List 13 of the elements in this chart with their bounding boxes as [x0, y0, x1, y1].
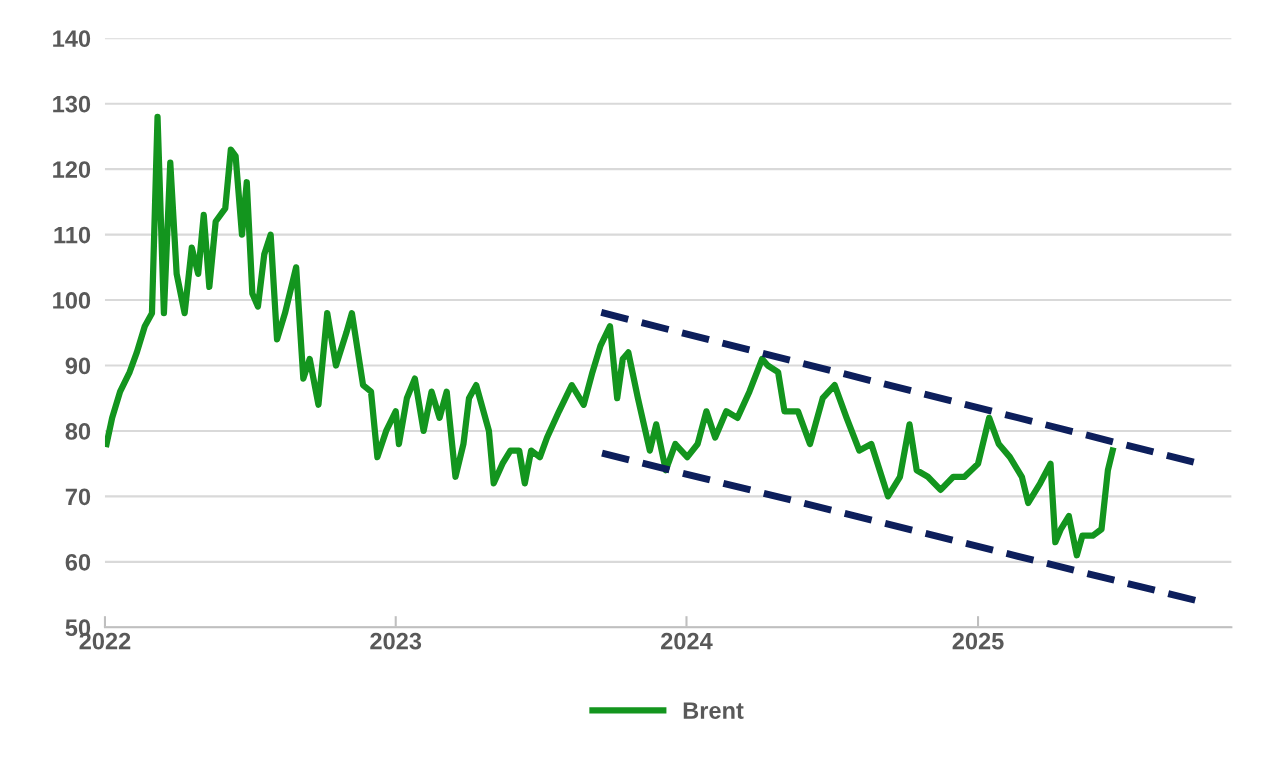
y-tick-label: 100: [53, 292, 91, 309]
y-tick-label: 80: [65, 423, 91, 440]
y-tick-label: 90: [65, 357, 91, 375]
y-tick-label: 130: [53, 95, 91, 113]
legend-label: Brent: [683, 702, 744, 719]
x-tick-label: 2023: [370, 632, 422, 650]
y-tick-label: 60: [65, 553, 91, 571]
y-tick-label: 120: [53, 161, 91, 178]
y-tick-label: 140: [53, 30, 91, 48]
y-tick-label: 70: [65, 488, 91, 506]
x-tick-label: 2024: [661, 632, 713, 650]
x-tick-label: 2025: [952, 632, 1004, 650]
y-tick-label: 110: [54, 226, 91, 244]
